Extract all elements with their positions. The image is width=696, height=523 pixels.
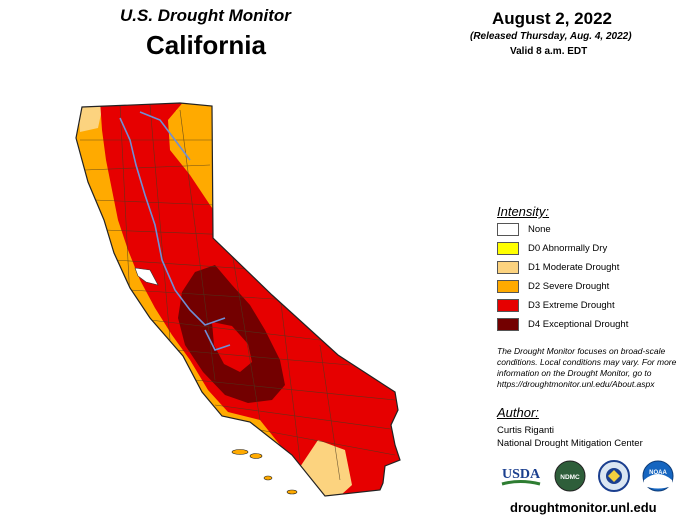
legend-swatch [497, 261, 519, 274]
legend-item: D3 Extreme Drought [497, 298, 615, 313]
legend-swatch [497, 318, 519, 331]
channel-islands [231, 449, 298, 495]
d3-inner-area [212, 322, 252, 372]
california-drought-map [75, 102, 401, 497]
legend-label: D0 Abnormally Dry [528, 243, 608, 254]
svg-text:NDMC: NDMC [560, 474, 580, 481]
legend-label: None [528, 224, 551, 235]
legend-swatch [497, 242, 519, 255]
legend-item: D1 Moderate Drought [497, 260, 619, 275]
legend-item: D2 Severe Drought [497, 279, 609, 294]
legend-label: D2 Severe Drought [528, 281, 610, 292]
legend-item: D4 Exceptional Drought [497, 317, 628, 332]
bay-water [134, 267, 159, 286]
release-date: (Released Thursday, Aug. 4, 2022) [470, 31, 632, 42]
map-title: U.S. Drought Monitor [120, 6, 291, 25]
author-heading: Author: [497, 405, 539, 420]
d1-north-coast-area [78, 103, 104, 132]
legend-label: D1 Moderate Drought [528, 262, 620, 273]
d2-northeast-area [176, 106, 213, 160]
state-title: California [146, 30, 266, 60]
usda-logo: USDA [501, 467, 541, 486]
map-date: August 2, 2022 [492, 9, 612, 28]
monitor-note: The Drought Monitor focuses on broad-sca… [497, 346, 677, 389]
legend-heading: Intensity: [497, 204, 550, 219]
website-link[interactable]: droughtmonitor.unl.edu [510, 500, 657, 515]
legend-swatch [497, 280, 519, 293]
valid-time: Valid 8 a.m. EDT [510, 46, 588, 57]
drought-areas [76, 103, 400, 496]
author-name: Curtis Riganti [497, 425, 555, 436]
rivers [119, 111, 231, 351]
noaa-logo: NOAA [642, 460, 674, 492]
legend-swatch [497, 223, 519, 236]
svg-text:NOAA: NOAA [649, 470, 667, 476]
legend-item: D0 Abnormally Dry [497, 241, 607, 256]
legend-item: None [497, 222, 551, 237]
svg-text:USDA: USDA [502, 467, 541, 482]
ndmc-logo: NDMC [554, 460, 586, 492]
legend-swatch [497, 299, 519, 312]
legend-label: D3 Extreme Drought [528, 300, 615, 311]
legend-label: D4 Exceptional Drought [528, 319, 629, 330]
commerce-seal-logo [598, 460, 630, 492]
author-organization: National Drought Mitigation Center [497, 438, 643, 449]
d3-extreme-area [100, 103, 400, 496]
partner-logos: USDA NDMC NOAA [501, 460, 674, 492]
